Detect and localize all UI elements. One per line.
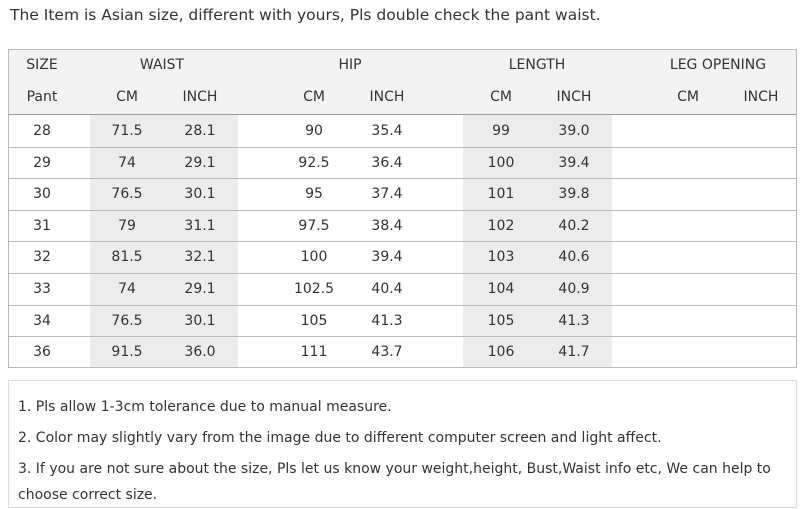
row-rule xyxy=(9,336,796,338)
table-cell: 30.1 xyxy=(184,186,216,203)
sub-header: CM xyxy=(677,89,699,105)
group-header: WAIST xyxy=(139,57,185,73)
table-cell: 41.7 xyxy=(558,344,590,361)
table-cell: 71.5 xyxy=(111,123,143,139)
table-cell: 97.5 xyxy=(298,217,330,234)
notes-box xyxy=(8,380,797,508)
table-cell: 111 xyxy=(300,344,328,361)
table-cell: 79 xyxy=(118,217,136,234)
table-cell: 39.8 xyxy=(558,186,590,203)
table-cell: 30.1 xyxy=(184,312,216,329)
table-cell: 91.5 xyxy=(111,344,143,361)
table-cell: 106 xyxy=(487,344,515,361)
row-rule xyxy=(9,209,796,211)
shade-length xyxy=(463,115,612,367)
group-header: LEG OPENING xyxy=(669,57,767,73)
row-rule xyxy=(9,178,796,180)
table-cell: 28.1 xyxy=(184,123,216,139)
row-rule xyxy=(9,241,796,243)
table-cell: 105 xyxy=(487,312,515,329)
table-cell: 90 xyxy=(305,123,323,139)
table-cell: 36.0 xyxy=(184,344,216,361)
table-cell: 81.5 xyxy=(111,249,143,266)
table-cell: 76.5 xyxy=(111,186,143,203)
size-table xyxy=(8,49,797,368)
table-cell: 76.5 xyxy=(111,312,143,329)
table-cell: 103 xyxy=(487,249,515,266)
row-rule xyxy=(9,146,796,148)
table-cell: 37.4 xyxy=(371,186,403,203)
group-header: HIP xyxy=(338,57,362,73)
table-cell: 29 xyxy=(33,154,51,171)
row-rule xyxy=(9,273,796,274)
table-cell: 101 xyxy=(487,186,515,203)
table-cell: 38.4 xyxy=(371,217,403,234)
table-cell: 102 xyxy=(487,217,515,234)
table-cell: 102.5 xyxy=(293,281,335,297)
table-cell: 105 xyxy=(300,312,328,329)
note: 2. Color may slightly vary from the imag… xyxy=(18,430,662,446)
table-cell: 33 xyxy=(33,281,51,297)
sub-header: INCH xyxy=(556,89,592,105)
header-bg xyxy=(9,50,796,114)
table-cell: 74 xyxy=(118,281,136,297)
header-rule xyxy=(9,114,796,115)
sub-header: INCH xyxy=(743,89,779,105)
sub-header: INCH xyxy=(182,89,218,105)
table-cell: 31.1 xyxy=(184,217,216,234)
sub-header: CM xyxy=(490,89,512,105)
table-cell: 28 xyxy=(33,123,51,139)
table-cell: 29.1 xyxy=(184,281,216,297)
table-cell: 39.4 xyxy=(371,249,403,266)
shade-waist xyxy=(90,115,238,367)
table-cell: 95 xyxy=(305,186,323,203)
sub-header: CM xyxy=(116,89,138,105)
table-cell: 100 xyxy=(300,249,328,266)
sub-header: Pant xyxy=(26,89,58,105)
table-cell: 29.1 xyxy=(184,154,216,171)
table-cell: 31 xyxy=(33,217,51,234)
table-cell: 34 xyxy=(33,312,51,329)
table-cell: 41.3 xyxy=(558,312,590,329)
table-cell: 40.4 xyxy=(371,281,403,297)
table-cell: 32.1 xyxy=(184,249,216,266)
sub-header: CM xyxy=(303,89,325,105)
table-cell: 104 xyxy=(487,281,515,297)
table-cell: 92.5 xyxy=(298,154,330,171)
table-cell: 39.0 xyxy=(558,123,590,139)
table-cell: 40.6 xyxy=(558,249,590,266)
note: 3. If you are not sure about the size, P… xyxy=(18,461,771,503)
table-cell: 39.4 xyxy=(558,154,590,171)
table-cell: 40.2 xyxy=(558,217,590,234)
note: 1. Pls allow 1-3cm tolerance due to manu… xyxy=(18,399,392,415)
table-cell: 35.4 xyxy=(371,123,403,139)
table-cell: 74 xyxy=(118,154,136,171)
row-rule xyxy=(9,304,796,306)
group-header: LENGTH xyxy=(508,57,566,73)
table-cell: 36 xyxy=(33,344,51,361)
table-cell: 100 xyxy=(487,154,515,171)
sub-header: INCH xyxy=(369,89,405,105)
table-cell: 43.7 xyxy=(371,344,403,361)
table-cell: 32 xyxy=(33,249,51,266)
table-cell: 41.3 xyxy=(371,312,403,329)
table-cell: 40.9 xyxy=(558,281,590,297)
table-cell: 99 xyxy=(492,123,510,139)
table-cell: 30 xyxy=(33,186,51,203)
table-cell: 36.4 xyxy=(371,154,403,171)
group-header: SIZE xyxy=(26,57,58,73)
title: The Item is Asian size, different with y… xyxy=(10,6,601,24)
